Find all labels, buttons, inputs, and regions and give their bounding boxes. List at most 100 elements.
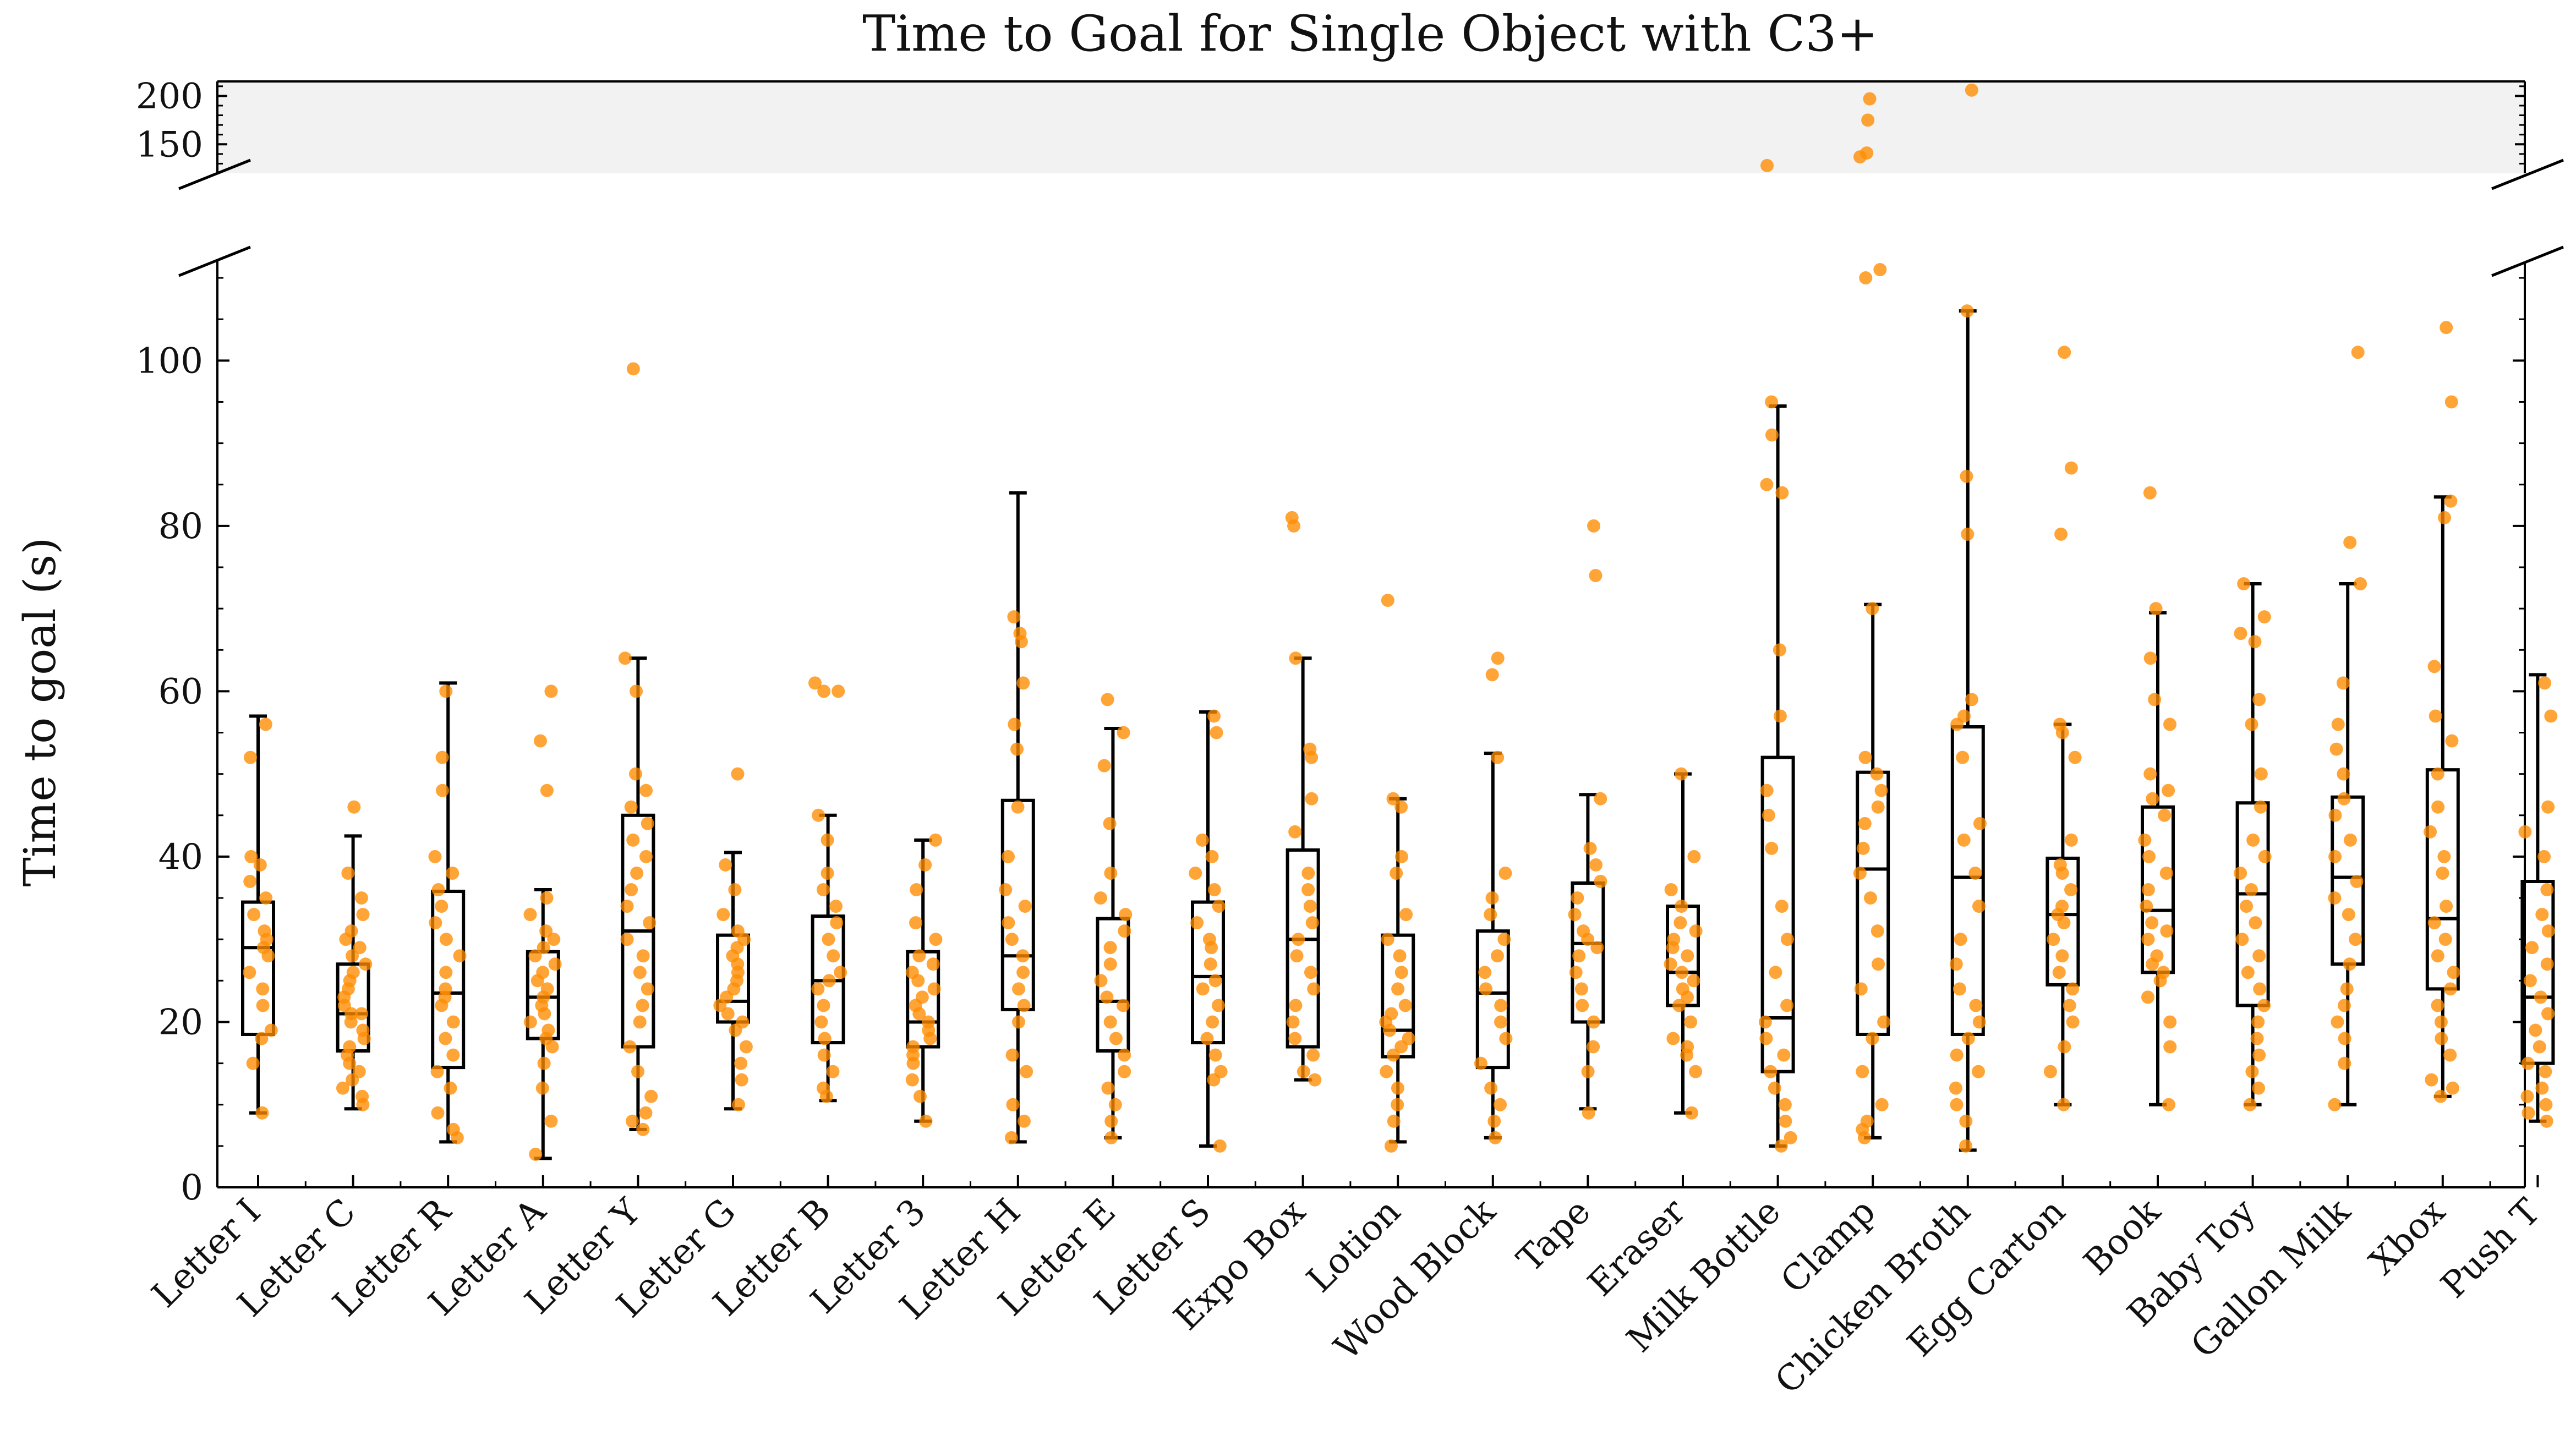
data-point	[1103, 817, 1117, 830]
data-point	[2540, 957, 2554, 971]
data-point	[352, 1065, 366, 1078]
data-point	[821, 866, 834, 880]
data-point	[2537, 850, 2551, 863]
data-point	[1587, 1015, 1600, 1029]
data-point	[1687, 850, 1701, 863]
data-point	[2064, 883, 2078, 897]
data-point	[356, 1023, 370, 1037]
data-point	[2068, 750, 2082, 764]
data-point	[808, 676, 822, 690]
data-point	[1681, 1040, 1694, 1054]
data-point	[246, 1056, 260, 1070]
data-point	[817, 999, 830, 1012]
data-point	[1673, 916, 1687, 930]
data-point	[1494, 999, 1508, 1012]
data-point	[544, 684, 558, 698]
data-point	[1016, 676, 1030, 690]
data-point	[2146, 792, 2159, 806]
data-point	[2328, 1098, 2342, 1111]
data-point	[822, 933, 835, 946]
data-point	[630, 684, 643, 698]
iqr-box	[1760, 755, 1795, 1073]
data-point	[1004, 1131, 1018, 1144]
data-point	[639, 783, 653, 797]
data-point	[547, 933, 561, 946]
data-point	[1011, 800, 1025, 814]
points-layer	[243, 83, 2558, 1161]
data-point	[2241, 966, 2255, 979]
data-point	[2541, 924, 2555, 938]
data-point	[2245, 717, 2258, 731]
data-point	[1577, 924, 1590, 938]
data-point	[2534, 990, 2547, 1004]
data-point	[1394, 850, 1408, 863]
boxes-layer	[241, 309, 2555, 1160]
data-point	[1190, 916, 1204, 930]
data-point	[356, 908, 370, 922]
iqr-box	[1286, 848, 1320, 1049]
data-point	[1961, 527, 1975, 541]
data-point	[1853, 866, 1867, 880]
data-point	[1016, 966, 1030, 979]
data-point	[1303, 742, 1317, 756]
data-point	[1590, 941, 1604, 955]
data-point	[2438, 511, 2452, 524]
data-point	[2143, 651, 2157, 665]
data-point	[542, 1023, 555, 1037]
data-point	[1768, 1081, 1781, 1095]
data-point	[439, 684, 453, 698]
data-point	[1290, 949, 1304, 963]
data-point	[2141, 883, 2155, 897]
data-point	[1866, 602, 1879, 616]
data-point	[2541, 1007, 2555, 1021]
data-point	[2043, 1065, 2057, 1078]
data-point	[533, 734, 547, 748]
data-point	[1005, 933, 1019, 946]
data-point	[1968, 866, 1982, 880]
data-point	[243, 875, 257, 889]
data-point	[1380, 1065, 1393, 1078]
data-point	[1587, 1040, 1600, 1054]
data-point	[834, 966, 847, 979]
data-point	[915, 990, 929, 1004]
data-point	[1780, 999, 1794, 1012]
x-category-label: Tape	[1509, 1191, 1599, 1280]
data-point	[1777, 1048, 1791, 1062]
data-point	[2338, 1032, 2351, 1045]
data-point	[1675, 900, 1688, 913]
data-point	[453, 949, 467, 963]
data-point	[2521, 1056, 2535, 1070]
data-point	[1760, 478, 1774, 491]
data-point	[1854, 982, 1868, 996]
data-point	[2052, 966, 2066, 979]
data-point	[1769, 966, 1782, 979]
data-point	[1117, 726, 1130, 739]
data-point	[1200, 1032, 1214, 1045]
data-point	[2234, 627, 2247, 640]
data-point	[1858, 817, 1872, 830]
data-point	[2162, 1098, 2176, 1111]
data-point	[2525, 941, 2539, 955]
data-point	[736, 1015, 750, 1029]
data-point	[1386, 1048, 1400, 1062]
data-point	[1856, 1065, 1869, 1078]
data-point	[636, 999, 649, 1012]
data-point	[2143, 767, 2157, 781]
data-point	[827, 949, 840, 963]
data-point	[1488, 1131, 1502, 1144]
data-point	[2160, 924, 2174, 938]
data-point	[1016, 949, 1030, 963]
data-point	[1764, 1065, 1778, 1078]
data-point	[1288, 825, 1302, 839]
data-point	[439, 982, 452, 996]
data-point	[256, 999, 270, 1012]
data-point	[1774, 1139, 1788, 1153]
data-point	[826, 1065, 840, 1078]
data-point	[1394, 966, 1408, 979]
data-point	[1213, 1139, 1227, 1153]
data-point	[2159, 866, 2173, 880]
data-point	[2540, 1114, 2553, 1128]
data-point	[1206, 1015, 1219, 1029]
data-point	[2328, 808, 2342, 822]
data-point	[1762, 808, 1775, 822]
